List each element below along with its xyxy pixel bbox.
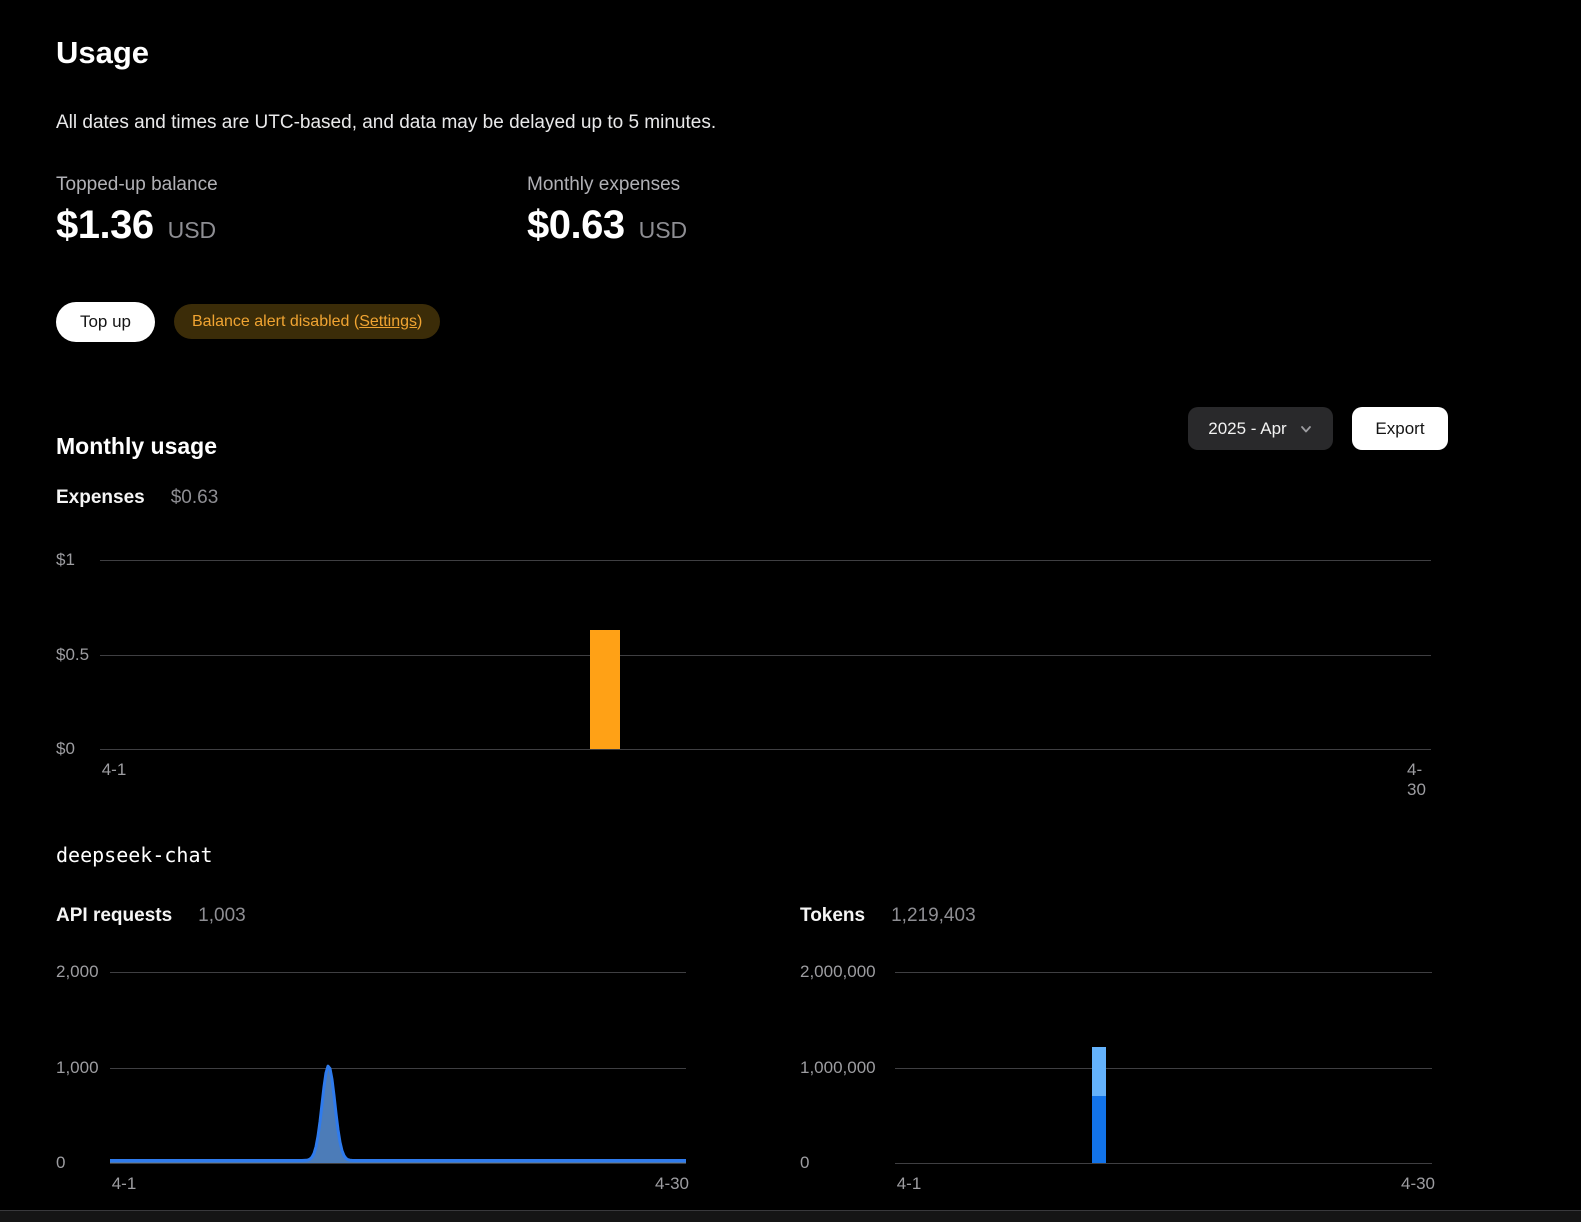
y-tick-label: 2,000,000	[800, 962, 876, 981]
y-tick-label: 0	[800, 1153, 810, 1172]
y-tick-label: 1,000	[56, 1057, 99, 1077]
viewport-bottom-strip	[0, 1210, 1581, 1222]
expenses-chart-total: $0.63	[170, 487, 219, 508]
api-requests-chart-title: API requests	[56, 905, 173, 926]
chevron-down-icon	[1300, 425, 1311, 432]
y-gridline	[100, 749, 1431, 750]
balance-alert-text-suffix: )	[417, 313, 423, 330]
y-gridline	[110, 972, 686, 973]
api-requests-chart: 2,000 1,000 0 4-1 4-30	[56, 960, 716, 1205]
balance-value: $1.36	[56, 203, 154, 247]
x-tick-label: 4-1	[101, 760, 127, 779]
y-gridline	[895, 1067, 1432, 1069]
y-gridline	[100, 654, 1431, 656]
y-gridline	[895, 972, 1432, 973]
monthly-expenses-value-row: $0.63 USD	[527, 203, 687, 248]
monthly-expenses-currency: USD	[638, 217, 688, 243]
y-gridline	[110, 1067, 686, 1069]
balance-alert-badge: Balance alert disabled (Settings)	[174, 304, 441, 339]
y-tick-label: 1,000,000	[800, 1057, 876, 1077]
x-tick-label: 4-1	[111, 1174, 137, 1193]
y-tick-label: $1	[56, 550, 75, 569]
expenses-chart-header: Expenses $0.63	[56, 487, 218, 509]
api-requests-chart-header: API requests 1,003	[56, 905, 246, 927]
expenses-bar	[589, 629, 620, 749]
export-button[interactable]: Export	[1352, 407, 1448, 450]
api-requests-area-fill	[110, 1066, 686, 1163]
monthly-expenses-label: Monthly expenses	[527, 174, 681, 195]
tokens-bar-segment-bottom	[1091, 1096, 1106, 1163]
tokens-bar-segment-top	[1091, 1046, 1106, 1097]
api-requests-area-plot	[110, 1064, 686, 1163]
balance-currency: USD	[167, 217, 217, 243]
api-requests-line	[110, 1064, 686, 1162]
settings-link[interactable]: Settings	[359, 313, 418, 330]
balance-label: Topped-up balance	[56, 174, 218, 195]
y-gridline	[110, 1163, 686, 1164]
monthly-usage-heading: Monthly usage	[56, 433, 218, 460]
tokens-chart-total: 1,219,403	[891, 905, 976, 926]
tokens-chart: 2,000,000 1,000,000 0 4-1 4-30	[800, 960, 1460, 1205]
expenses-chart-title: Expenses	[56, 487, 145, 508]
x-tick-label: 4-30	[1407, 760, 1426, 799]
y-tick-label: $0.5	[56, 644, 90, 664]
x-tick-label: 4-1	[896, 1174, 922, 1193]
top-up-button[interactable]: Top up	[56, 302, 155, 342]
y-gridline	[895, 1163, 1432, 1164]
x-tick-label: 4-30	[654, 1174, 690, 1193]
page-title: Usage	[56, 34, 150, 70]
month-selector-dropdown[interactable]: 2025 - Apr	[1188, 407, 1333, 450]
tokens-chart-header: Tokens 1,219,403	[800, 905, 976, 927]
y-tick-label: $0	[56, 739, 75, 758]
balance-alert-text: Balance alert disabled (	[192, 313, 360, 330]
balance-value-row: $1.36 USD	[56, 203, 216, 248]
monthly-expenses-value: $0.63	[527, 203, 625, 247]
y-tick-label: 2,000	[56, 962, 99, 981]
x-tick-label: 4-30	[1400, 1174, 1436, 1193]
utc-note: All dates and times are UTC-based, and d…	[56, 112, 717, 133]
y-tick-label: 0	[56, 1153, 66, 1172]
tokens-chart-title: Tokens	[800, 905, 866, 926]
expenses-chart: $1 $0.5 $0 4-1 4-30	[56, 548, 1437, 799]
month-selector-value: 2025 - Apr	[1208, 418, 1287, 438]
y-gridline	[100, 560, 1431, 561]
model-name: deepseek-chat	[56, 843, 213, 867]
api-requests-chart-total: 1,003	[198, 905, 246, 926]
